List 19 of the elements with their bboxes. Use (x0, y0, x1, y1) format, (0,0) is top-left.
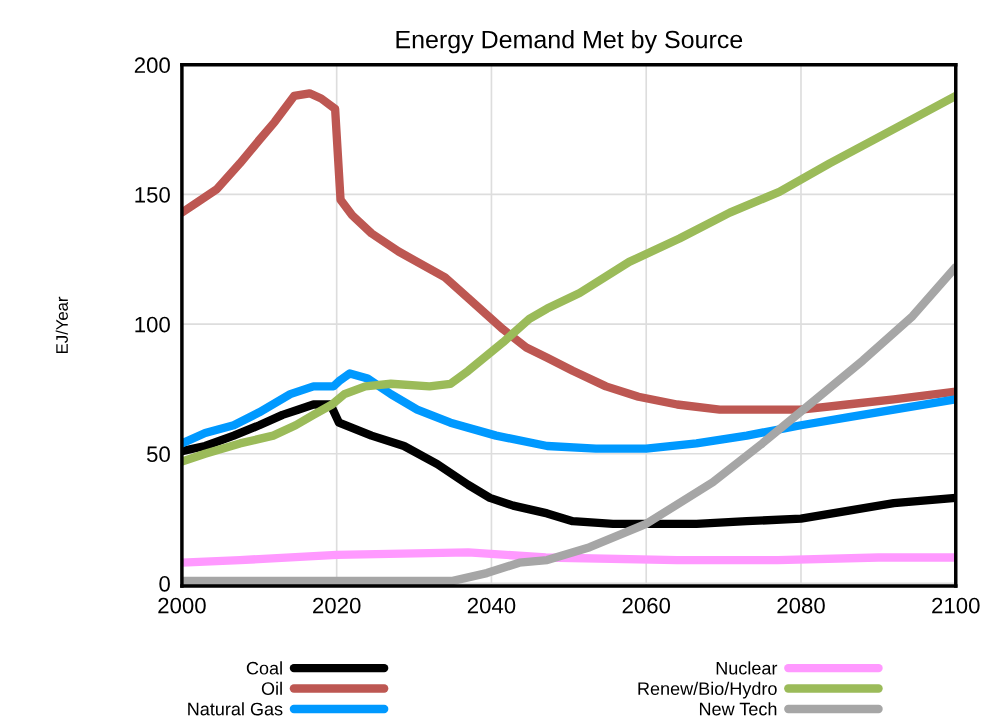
x-tick-label: 2040 (467, 597, 516, 614)
x-tick-label: 2020 (313, 597, 361, 614)
x-tick-label: 2080 (777, 597, 825, 614)
y-axis-title: EJ/Year (55, 296, 68, 353)
y-tick-label: 100 (135, 316, 170, 333)
x-tick-label: 2100 (932, 597, 980, 614)
x-tick-label: 2060 (622, 597, 671, 614)
x-tick-label: 2000 (158, 597, 206, 614)
chart-title: Energy Demand Met by Source (396, 30, 743, 54)
y-tick-label: 150 (135, 186, 170, 203)
y-tick-label: 200 (134, 57, 170, 74)
legend-label: New Tech (699, 702, 777, 716)
legend-label: Coal (246, 661, 282, 675)
legend-label: Nuclear (716, 661, 778, 675)
legend-label: Renew/Bio/Hydro (638, 681, 777, 699)
y-tick-label: 0 (159, 575, 170, 592)
y-tick-label: 50 (146, 446, 170, 463)
legend-label: Natural Gas (188, 702, 283, 716)
legend-label: Oil (261, 681, 282, 696)
